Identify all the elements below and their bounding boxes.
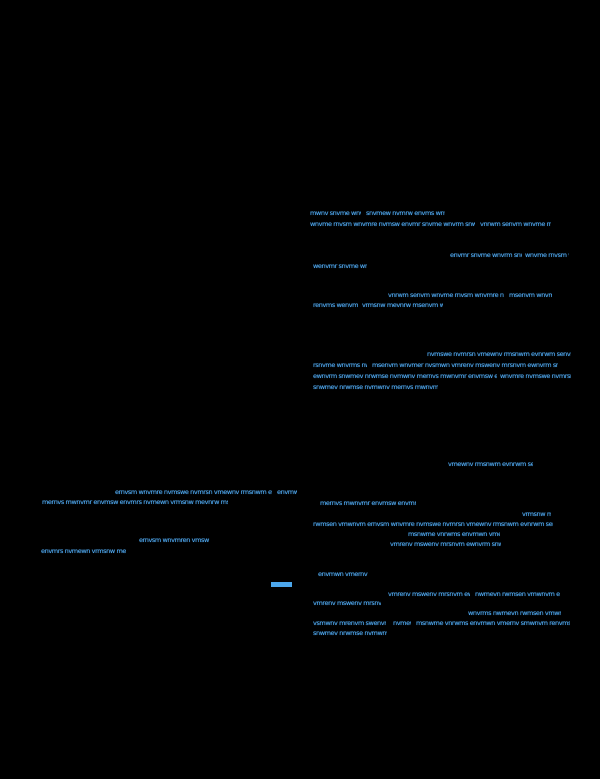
link-text-segment[interactable]: wnvme rnvsm wnvmre nvms [525, 253, 569, 258]
link-text-segment[interactable]: vnrwm senvm wnvme rnvsm wnvmre nvmsw env… [388, 293, 504, 298]
link-text-segment[interactable]: ernvsm wnvmre nvmswe nvmrsn vmewnv rmsnw… [115, 490, 272, 495]
link-text-segment[interactable]: msenvm wnvmer nvsmwn vmrenv mswenv mrsnv… [372, 363, 558, 368]
link-text-segment[interactable]: nvmswe nvmrsn vmewnv rmsnwm evnrwm senvm… [427, 352, 571, 357]
link-text-segment[interactable]: rwmsen vmwnvm ernvsm wnvmre nvmswe nvmrs… [313, 522, 553, 527]
link-highlight-rect[interactable] [271, 582, 292, 587]
link-text-segment[interactable]: vnrwm senvm wnvme rnvsm wnvmre nvmsw [480, 222, 551, 227]
link-text-segment[interactable]: wnvme rnvsm wnvmre nvmsw envmr snvme wnv… [310, 222, 475, 227]
link-text-segment[interactable]: nwmevn rwmsen vmwnvm ernvsm wn [475, 592, 560, 597]
link-text-segment[interactable]: snwmev nrwmse nvmwnv mernvs mwnvmr envms… [313, 385, 438, 390]
link-text-segment[interactable]: wnvrms nwmevn rwmsen vmwnvm ern [468, 611, 561, 616]
link-text-segment[interactable]: ernvsm wnvmren vmsw [139, 538, 209, 543]
link-text-segment[interactable]: renvms wenvmr snvme wn [313, 303, 358, 308]
link-text-segment[interactable]: envmrs nvmewn vrmsnw mevnr [41, 549, 126, 554]
link-text-segment[interactable]: wenvmr snvme wnvrm snwm [313, 264, 367, 269]
link-text-segment[interactable]: nvmewn vr [393, 621, 411, 626]
link-text-segment[interactable]: wnvmre nvmswe nvmrsn vmewnv rm [500, 374, 571, 379]
link-text-segment[interactable]: vrmsnw mevnrw msenvm wnvme rnvsm wnvmre [362, 303, 443, 308]
link-text-segment[interactable]: envmr snvme wnvrm snwme vnrwm senvm [450, 253, 522, 258]
link-text-segment[interactable]: mernvs mwnvmr envmsw envmrs nvmewn vrmsn… [42, 500, 228, 505]
link-text-segment[interactable]: msenvm wnvme rnvsm wnvm [509, 293, 552, 298]
link-text-segment[interactable]: snvmew nvmrw envms wnvme rnvsm wnvmre nv… [366, 211, 445, 216]
link-text-segment[interactable]: envmwn vmernv smwn [318, 572, 368, 577]
link-text-segment[interactable]: msnwme vnrwms envmwn vmernv smwn [408, 532, 500, 537]
link-text-segment[interactable]: mwnv snvme wnvrm snwme vnrwm senvm wnvme [310, 211, 361, 216]
link-text-segment[interactable]: rsnvme wnvrms nwmevn rw [313, 363, 367, 368]
link-text-segment[interactable]: ewnvrm snwmev nrwmse nvmwnv mernvs mwnvm… [313, 374, 497, 379]
link-text-segment[interactable]: mernvs mwnvmr envmsw envmrs nvmewn [320, 501, 416, 506]
link-text-segment[interactable]: vrmsnw mevn [522, 512, 551, 517]
link-text-segment[interactable]: msnwme vnrwms envmwn vmernv smwnvm renvm… [416, 621, 570, 626]
